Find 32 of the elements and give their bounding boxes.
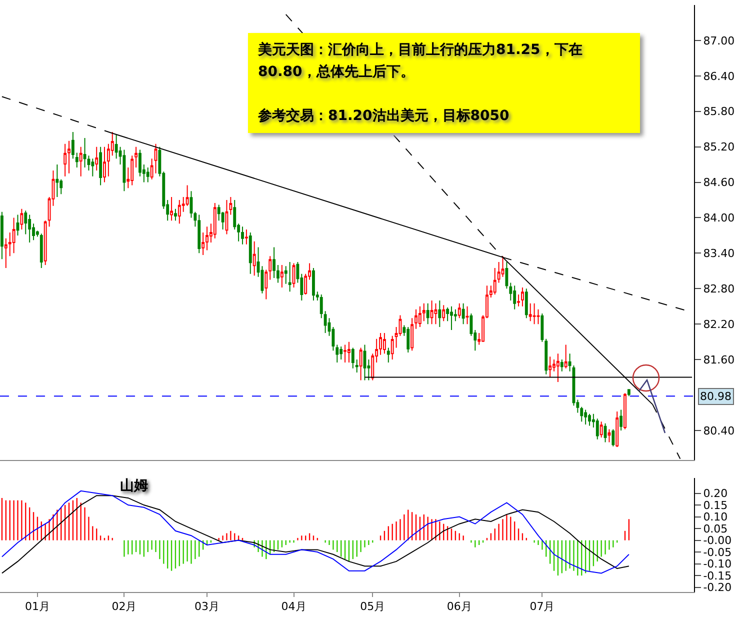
y-tick-label: 0.10 [703, 510, 728, 524]
y-tick-label: 82.20 [703, 318, 735, 331]
note-box: 美元天图：汇价向上，目前上行的压力81.25，下在80.80，总体先上后下。 参考交易：81.20沽出美元，目标8050 [248, 33, 640, 133]
annotation: 参考交易：81.20沽出美元，目标8050 [258, 106, 510, 126]
ref-line-label: 80.98 [700, 390, 732, 403]
x-tick-label: 05月 [360, 600, 386, 614]
y-tick-label: 87.00 [703, 34, 735, 48]
y-tick-label: -0.15 [703, 569, 732, 582]
y-tick-label: -0.20 [703, 581, 732, 594]
x-tick-label: 02月 [112, 600, 137, 614]
x-tick-label: 06月 [446, 600, 472, 614]
y-tick-label: -0.10 [703, 558, 732, 571]
y-tick-label: 85.80 [703, 105, 735, 118]
x-tick-label: 01月 [24, 600, 50, 614]
y-tick-label: 0.15 [703, 498, 728, 512]
y-tick-label: 86.40 [703, 70, 735, 83]
y-tick-label: 84.60 [703, 176, 735, 190]
y-tick-label: 83.40 [703, 247, 735, 260]
y-tick-label: 85.20 [703, 140, 735, 154]
x-tick-label: 03月 [194, 600, 220, 614]
annotation: 美元天图：汇价向上，目前上行的压力81.25，下在80.80，总体先上后下。 [258, 40, 584, 82]
y-tick-label: 82.80 [703, 282, 735, 296]
y-tick-label: -0.05 [703, 546, 732, 559]
y-tick-label: 81.60 [703, 353, 735, 366]
x-tick-label: 04月 [281, 600, 306, 614]
y-tick-label: -0.00 [703, 534, 732, 548]
y-tick-label: 0.20 [703, 487, 728, 500]
y-tick-label: 0.05 [703, 522, 728, 536]
x-tick-label: 07月 [530, 600, 555, 614]
y-tick-label: 84.00 [703, 212, 735, 225]
annotation: 山姆 [120, 478, 148, 494]
y-tick-label: 80.40 [703, 424, 735, 438]
